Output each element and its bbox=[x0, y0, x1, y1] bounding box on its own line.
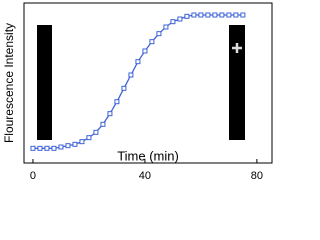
data-point bbox=[44, 145, 50, 151]
plot-frame bbox=[23, 2, 273, 164]
data-point bbox=[240, 12, 246, 18]
data-point bbox=[86, 135, 92, 141]
data-point bbox=[30, 145, 36, 151]
plus-icon bbox=[232, 43, 242, 53]
data-point bbox=[65, 143, 71, 149]
x-tick-label: 40 bbox=[139, 170, 151, 182]
data-point bbox=[170, 19, 176, 25]
data-point bbox=[142, 48, 148, 54]
data-point bbox=[233, 12, 239, 18]
data-point bbox=[128, 72, 134, 78]
x-tick-label: 80 bbox=[251, 170, 263, 182]
data-point bbox=[72, 141, 78, 147]
data-point bbox=[114, 99, 120, 105]
data-point bbox=[177, 16, 183, 22]
left-image bbox=[37, 25, 52, 140]
data-point bbox=[163, 24, 169, 30]
data-point bbox=[79, 139, 85, 145]
y-axis-label: Flourescence Intensity bbox=[2, 23, 16, 143]
data-point bbox=[107, 111, 113, 117]
data-point bbox=[149, 39, 155, 45]
chart: Time (min) Flourescence Intensity 0 40 80 bbox=[2, 2, 273, 182]
data-point bbox=[226, 12, 232, 18]
data-point bbox=[58, 144, 64, 150]
x-tick-label: 0 bbox=[30, 170, 36, 182]
data-point bbox=[100, 121, 106, 127]
data-point bbox=[135, 59, 141, 65]
data-point bbox=[212, 12, 218, 18]
data-point bbox=[51, 145, 57, 151]
data-point bbox=[191, 12, 197, 18]
data-point bbox=[205, 12, 211, 18]
x-axis-label: Time (min) bbox=[117, 148, 179, 163]
data-point bbox=[156, 31, 162, 37]
data-point bbox=[121, 85, 127, 91]
data-point bbox=[198, 12, 204, 18]
data-point bbox=[184, 13, 190, 19]
data-point bbox=[37, 145, 43, 151]
right-image bbox=[229, 25, 245, 140]
data-point bbox=[93, 129, 99, 135]
data-line bbox=[32, 14, 243, 149]
data-point bbox=[219, 12, 225, 18]
